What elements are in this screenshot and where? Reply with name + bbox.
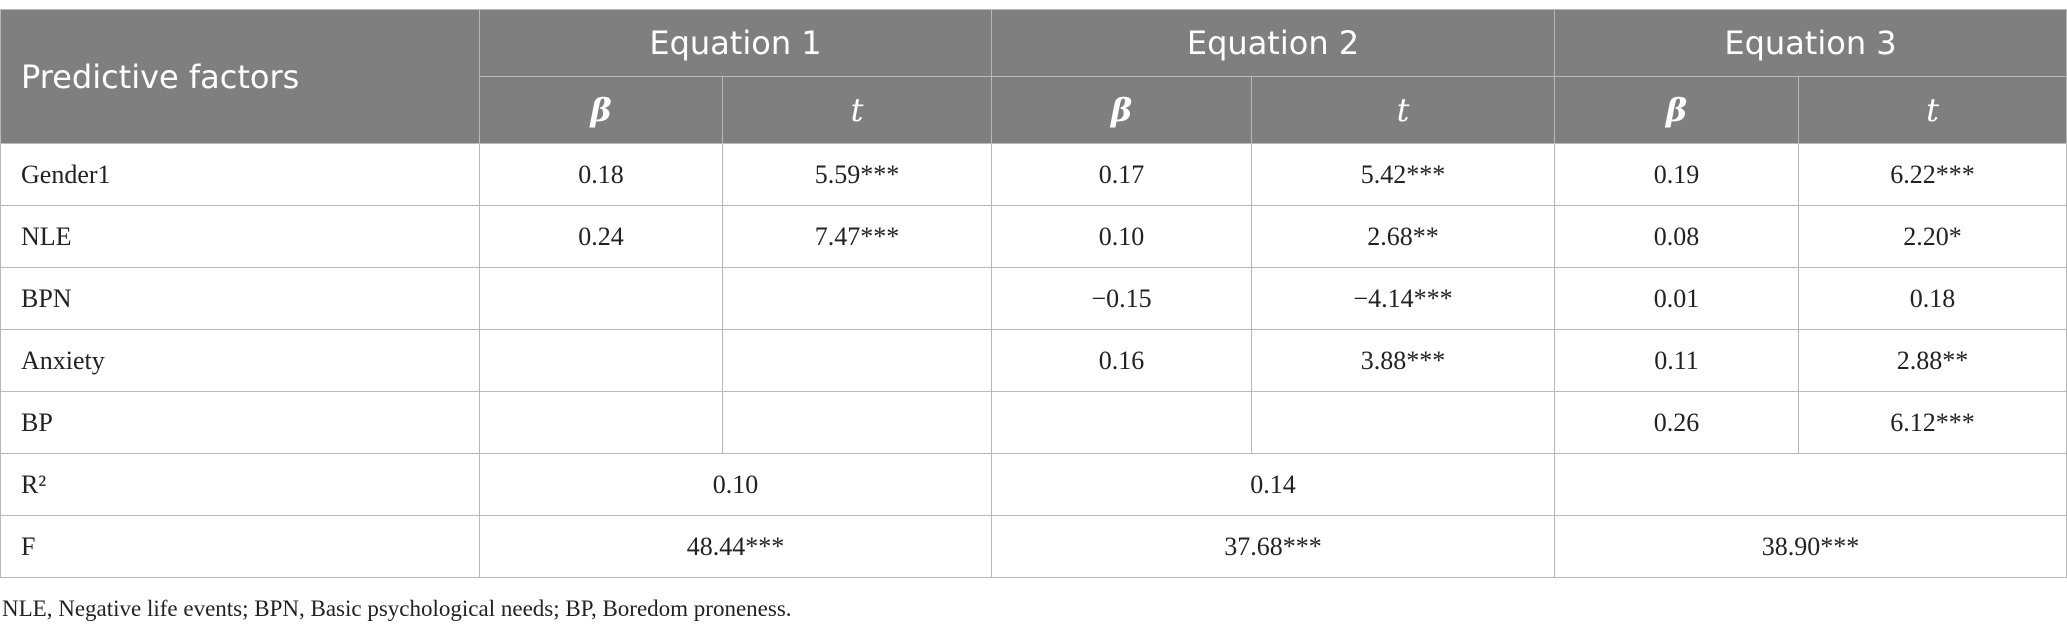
row-label: Anxiety [0,329,480,392]
table-cell: 0.18 [1798,267,2067,330]
sub-header: t [1251,76,1555,144]
table-body: Gender1 0.18 5.59*** 0.17 5.42*** 0.19 6.22***… [0,143,2067,578]
table-cell: 0.17 [991,143,1252,206]
table-cell: 7.47*** [722,205,992,268]
group-header: Equation 1 [479,9,992,77]
table-cell: 0.26 [1554,391,1799,454]
table-cell: 6.22*** [1798,143,2067,206]
sub-header: β [1554,76,1799,144]
table-cell: 5.42*** [1251,143,1555,206]
row-label: Gender1 [0,143,480,206]
table-cell: 0.14 [991,453,1555,516]
table-cell: 38.90*** [1554,515,2067,578]
table-cell [722,267,992,330]
table-cell: 0.11 [1554,329,1799,392]
table-cell: 3.88*** [1251,329,1555,392]
table-cell: 0.16 [991,329,1252,392]
table-cell: 6.12*** [1798,391,2067,454]
row-label: R² [0,453,480,516]
group-header: Equation 3 [1554,9,2067,77]
table-cell: −4.14*** [1251,267,1555,330]
footnote: NLE, Negative life events; BPN, Basic ps… [2,596,792,621]
table-cell [479,267,723,330]
group-header: Equation 2 [991,9,1555,77]
results-table: Predictive factors Equation 1 Equation 2… [0,9,2067,578]
table-cell: 0.18 [479,143,723,206]
table-cell: 2.20* [1798,205,2067,268]
table-cell: 0.24 [479,205,723,268]
table-cell: 0.08 [1554,205,1799,268]
table-cell: 2.88** [1798,329,2067,392]
row-label: BP [0,391,480,454]
table-row: R² 0.10 0.14 [0,453,2067,516]
table-cell: 5.59*** [722,143,992,206]
table-cell [1554,453,2067,516]
table-cell: −0.15 [991,267,1252,330]
row-label: F [0,515,480,578]
sub-header: β [479,76,723,144]
table-cell [479,329,723,392]
table-cell: 0.01 [1554,267,1799,330]
table-row: NLE 0.24 7.47*** 0.10 2.68** 0.08 2.20* [0,205,2067,268]
table-cell: 0.19 [1554,143,1799,206]
table-row: BP 0.26 6.12*** [0,391,2067,454]
sub-header: t [722,76,992,144]
table-cell: 37.68*** [991,515,1555,578]
table-row: Gender1 0.18 5.59*** 0.17 5.42*** 0.19 6.22*** [0,143,2067,206]
table-cell [479,391,723,454]
table-row: BPN −0.15 −4.14*** 0.01 0.18 [0,267,2067,330]
table-row: Anxiety 0.16 3.88*** 0.11 2.88** [0,329,2067,392]
row-label: NLE [0,205,480,268]
table-cell: 0.10 [479,453,992,516]
table-cell [722,391,992,454]
header-cell: Predictive factors [0,9,480,144]
table-row: F 48.44*** 37.68*** 38.90*** [0,515,2067,578]
table-cell: 2.68** [1251,205,1555,268]
table-cell [722,329,992,392]
sub-header: β [991,76,1252,144]
table-cell [991,391,1252,454]
table-header: Predictive factors Equation 1 Equation 2… [0,9,2067,144]
sub-header: t [1798,76,2067,144]
table-cell [1251,391,1555,454]
table-cell: 0.10 [991,205,1252,268]
row-label: BPN [0,267,480,330]
table-cell: 48.44*** [479,515,992,578]
